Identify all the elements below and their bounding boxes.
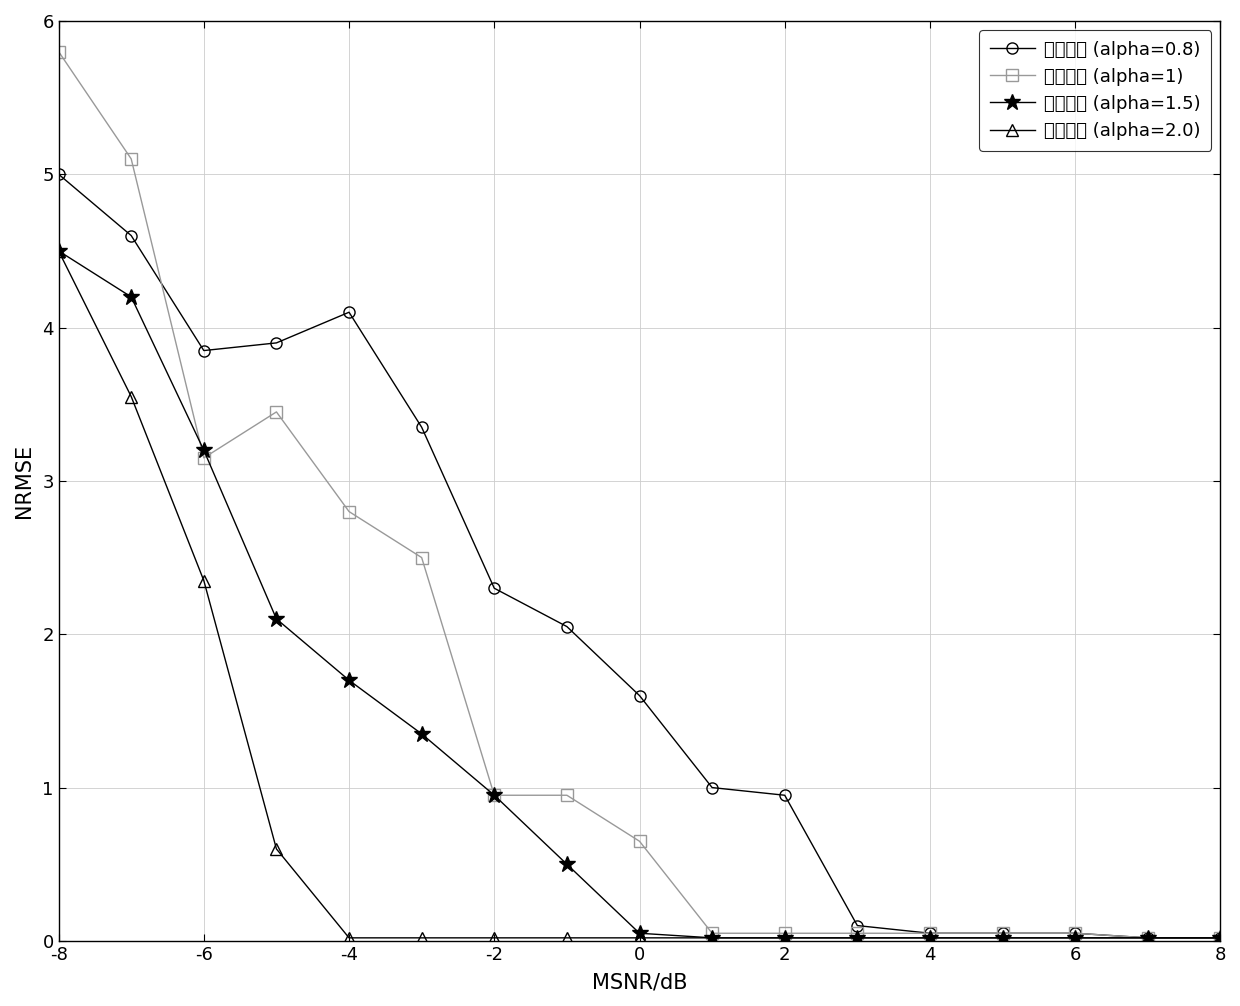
符号长度 (alpha=1) xyxy=(196,452,211,464)
符号长度 (alpha=0.8) xyxy=(923,928,937,940)
符号长度 (alpha=0.8) xyxy=(51,168,66,180)
符号长度 (alpha=1) xyxy=(269,405,284,417)
符号长度 (alpha=1) xyxy=(704,928,719,940)
符号长度 (alpha=1.5) xyxy=(704,932,719,944)
符号长度 (alpha=2.0) xyxy=(51,244,66,257)
Line: 符号长度 (alpha=0.8): 符号长度 (alpha=0.8) xyxy=(53,169,1226,944)
符号长度 (alpha=1) xyxy=(996,928,1011,940)
符号长度 (alpha=0.8) xyxy=(124,229,139,241)
符号长度 (alpha=0.8) xyxy=(849,919,864,932)
符号长度 (alpha=1.5) xyxy=(1068,932,1083,944)
符号长度 (alpha=1.5) xyxy=(341,674,356,686)
符号长度 (alpha=2.0) xyxy=(849,932,864,944)
符号长度 (alpha=1.5) xyxy=(777,932,792,944)
符号长度 (alpha=2.0) xyxy=(196,574,211,586)
符号长度 (alpha=2.0) xyxy=(1213,932,1228,944)
符号长度 (alpha=1) xyxy=(124,153,139,165)
符号长度 (alpha=2.0) xyxy=(341,932,356,944)
符号长度 (alpha=2.0) xyxy=(559,932,574,944)
符号长度 (alpha=0.8) xyxy=(269,337,284,349)
符号长度 (alpha=2.0) xyxy=(124,390,139,402)
符号长度 (alpha=2.0) xyxy=(1141,932,1156,944)
符号长度 (alpha=0.8) xyxy=(341,306,356,318)
符号长度 (alpha=1.5) xyxy=(559,858,574,870)
符号长度 (alpha=0.8) xyxy=(1068,928,1083,940)
Legend: 符号长度 (alpha=0.8), 符号长度 (alpha=1), 符号长度 (alpha=1.5), 符号长度 (alpha=2.0): 符号长度 (alpha=0.8), 符号长度 (alpha=1), 符号长度 (… xyxy=(978,30,1211,151)
符号长度 (alpha=0.8) xyxy=(777,790,792,802)
符号长度 (alpha=2.0) xyxy=(704,932,719,944)
符号长度 (alpha=1) xyxy=(849,928,864,940)
符号长度 (alpha=2.0) xyxy=(996,932,1011,944)
符号长度 (alpha=1.5) xyxy=(269,613,284,625)
符号长度 (alpha=2.0) xyxy=(269,843,284,855)
符号长度 (alpha=2.0) xyxy=(777,932,792,944)
符号长度 (alpha=1) xyxy=(632,835,647,847)
符号长度 (alpha=0.8) xyxy=(704,782,719,794)
符号长度 (alpha=1.5) xyxy=(487,790,502,802)
符号长度 (alpha=2.0) xyxy=(923,932,937,944)
符号长度 (alpha=2.0) xyxy=(632,932,647,944)
符号长度 (alpha=1) xyxy=(414,551,429,563)
Line: 符号长度 (alpha=2.0): 符号长度 (alpha=2.0) xyxy=(53,245,1226,944)
符号长度 (alpha=1.5) xyxy=(632,928,647,940)
符号长度 (alpha=1.5) xyxy=(51,244,66,257)
符号长度 (alpha=0.8) xyxy=(559,621,574,633)
符号长度 (alpha=0.8) xyxy=(632,689,647,701)
符号长度 (alpha=1) xyxy=(487,790,502,802)
符号长度 (alpha=1.5) xyxy=(923,932,937,944)
符号长度 (alpha=1) xyxy=(1213,932,1228,944)
符号长度 (alpha=1.5) xyxy=(849,932,864,944)
符号长度 (alpha=0.8) xyxy=(414,422,429,434)
符号长度 (alpha=1) xyxy=(51,45,66,57)
符号长度 (alpha=1) xyxy=(1141,932,1156,944)
符号长度 (alpha=0.8) xyxy=(196,344,211,356)
符号长度 (alpha=1) xyxy=(923,928,937,940)
符号长度 (alpha=1.5) xyxy=(1213,932,1228,944)
符号长度 (alpha=2.0) xyxy=(1068,932,1083,944)
符号长度 (alpha=1) xyxy=(777,928,792,940)
符号长度 (alpha=0.8) xyxy=(996,928,1011,940)
Line: 符号长度 (alpha=1.5): 符号长度 (alpha=1.5) xyxy=(51,242,1229,947)
符号长度 (alpha=1) xyxy=(559,790,574,802)
符号长度 (alpha=1.5) xyxy=(414,728,429,740)
符号长度 (alpha=1.5) xyxy=(1141,932,1156,944)
符号长度 (alpha=0.8) xyxy=(487,582,502,595)
符号长度 (alpha=0.8) xyxy=(1213,932,1228,944)
符号长度 (alpha=1) xyxy=(1068,928,1083,940)
符号长度 (alpha=2.0) xyxy=(414,932,429,944)
符号长度 (alpha=2.0) xyxy=(487,932,502,944)
符号长度 (alpha=1) xyxy=(341,506,356,518)
符号长度 (alpha=1.5) xyxy=(124,291,139,303)
Y-axis label: NRMSE: NRMSE xyxy=(14,444,33,518)
X-axis label: MSNR/dB: MSNR/dB xyxy=(591,972,687,992)
符号长度 (alpha=1.5) xyxy=(996,932,1011,944)
符号长度 (alpha=1.5) xyxy=(196,445,211,457)
Line: 符号长度 (alpha=1): 符号长度 (alpha=1) xyxy=(53,46,1226,944)
符号长度 (alpha=0.8) xyxy=(1141,932,1156,944)
